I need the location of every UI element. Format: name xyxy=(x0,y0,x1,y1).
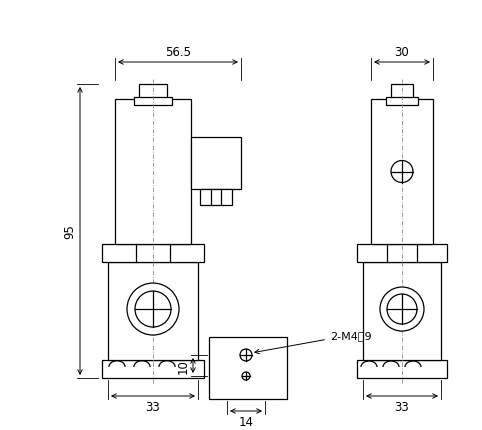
Bar xyxy=(191,138,241,190)
Bar xyxy=(108,262,198,360)
Circle shape xyxy=(380,287,424,331)
Bar xyxy=(363,262,441,360)
Circle shape xyxy=(242,372,250,380)
Bar xyxy=(357,244,447,262)
Bar xyxy=(386,98,418,106)
Bar xyxy=(391,85,413,100)
Text: 14: 14 xyxy=(239,415,254,428)
Bar xyxy=(139,85,167,100)
Bar xyxy=(134,98,172,106)
Text: 10: 10 xyxy=(177,358,190,373)
Text: 56.5: 56.5 xyxy=(165,46,191,59)
Circle shape xyxy=(240,349,252,361)
Text: 95: 95 xyxy=(63,224,76,239)
Bar xyxy=(357,360,447,378)
Bar xyxy=(209,337,287,399)
Circle shape xyxy=(391,161,413,183)
Bar xyxy=(200,190,232,206)
Bar xyxy=(102,360,204,378)
Circle shape xyxy=(127,283,179,335)
Text: 33: 33 xyxy=(146,400,161,413)
Bar xyxy=(102,244,204,262)
Text: 2-M4淸9: 2-M4淸9 xyxy=(255,330,372,354)
Text: 30: 30 xyxy=(395,46,409,59)
Text: 33: 33 xyxy=(395,400,409,413)
Bar xyxy=(371,100,433,244)
Bar xyxy=(115,100,191,244)
